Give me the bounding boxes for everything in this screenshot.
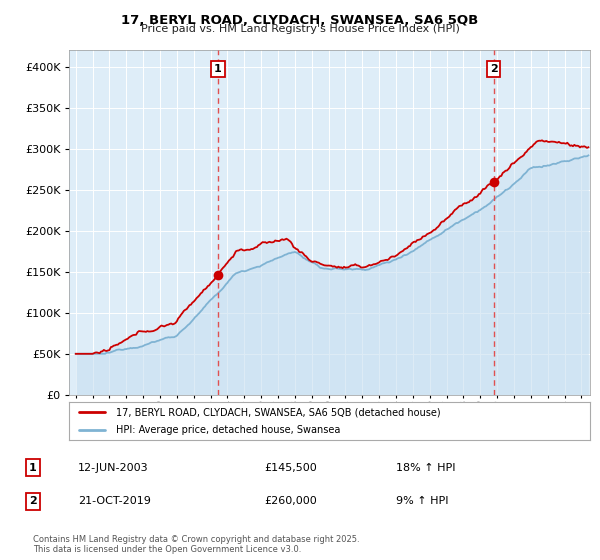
Text: 21-OCT-2019: 21-OCT-2019 xyxy=(78,496,151,506)
Text: Price paid vs. HM Land Registry's House Price Index (HPI): Price paid vs. HM Land Registry's House … xyxy=(140,24,460,34)
Text: Contains HM Land Registry data © Crown copyright and database right 2025.
This d: Contains HM Land Registry data © Crown c… xyxy=(33,535,359,554)
Text: £145,500: £145,500 xyxy=(264,463,317,473)
Text: 2: 2 xyxy=(490,64,497,74)
Text: 1: 1 xyxy=(214,64,222,74)
Text: 12-JUN-2003: 12-JUN-2003 xyxy=(78,463,149,473)
Text: 18% ↑ HPI: 18% ↑ HPI xyxy=(396,463,455,473)
Text: £260,000: £260,000 xyxy=(264,496,317,506)
Text: 2: 2 xyxy=(29,496,37,506)
Text: 1: 1 xyxy=(29,463,37,473)
Text: 9% ↑ HPI: 9% ↑ HPI xyxy=(396,496,449,506)
Text: 17, BERYL ROAD, CLYDACH, SWANSEA, SA6 5QB (detached house): 17, BERYL ROAD, CLYDACH, SWANSEA, SA6 5Q… xyxy=(116,407,440,417)
Text: HPI: Average price, detached house, Swansea: HPI: Average price, detached house, Swan… xyxy=(116,425,340,435)
Text: 17, BERYL ROAD, CLYDACH, SWANSEA, SA6 5QB: 17, BERYL ROAD, CLYDACH, SWANSEA, SA6 5Q… xyxy=(121,14,479,27)
